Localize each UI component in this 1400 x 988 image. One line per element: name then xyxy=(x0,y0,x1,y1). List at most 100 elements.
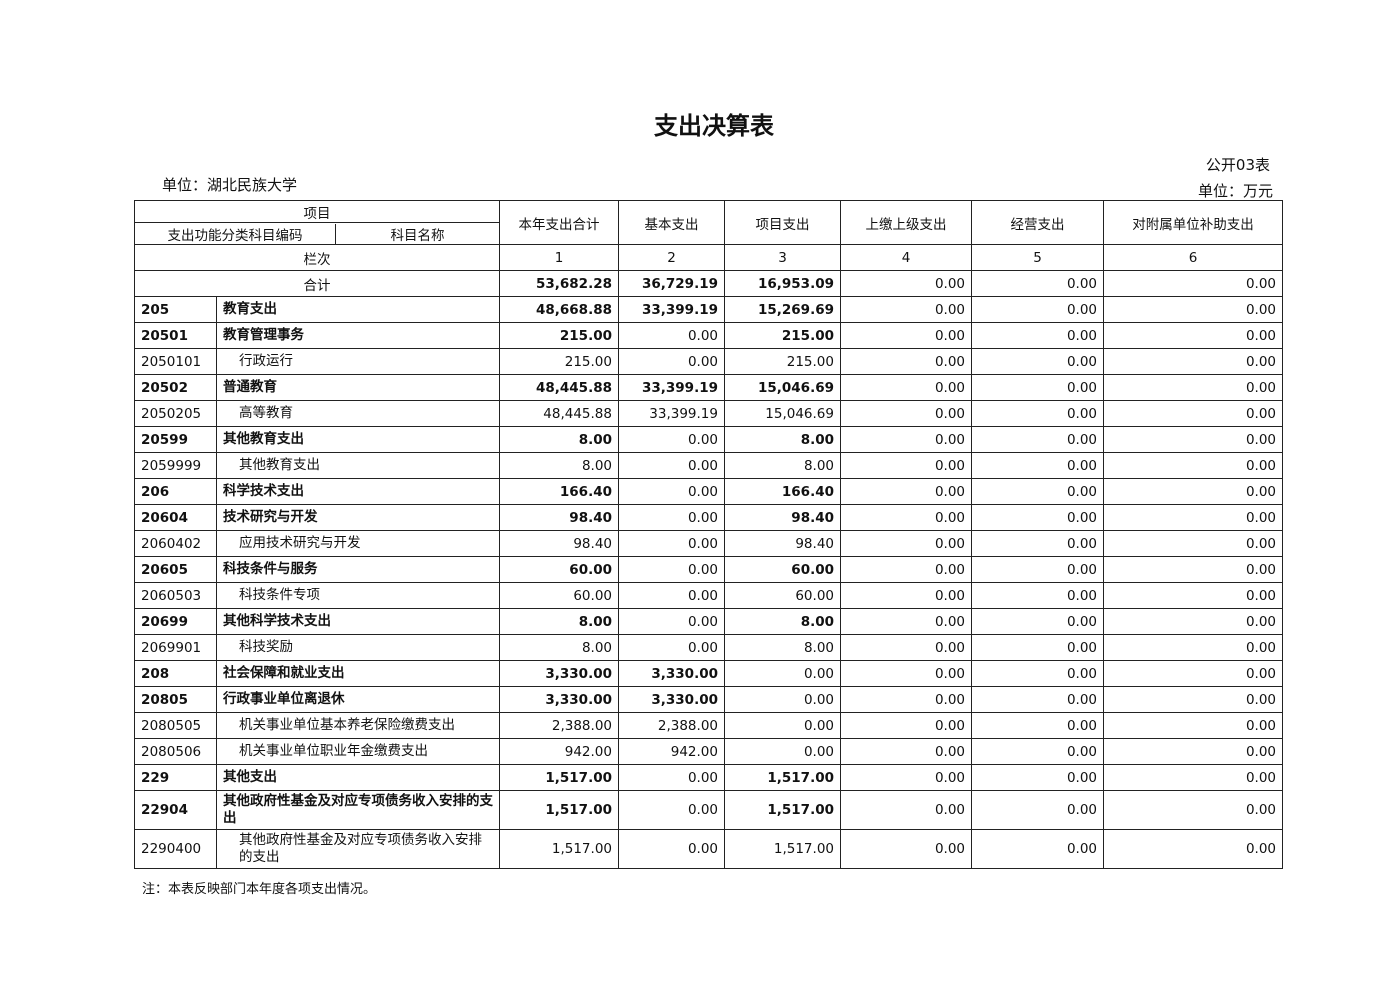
row-value: 0.00 xyxy=(840,556,972,583)
header-col: 上缴上级支出 xyxy=(840,200,972,245)
row-value: 0.00 xyxy=(971,426,1104,453)
row-value: 0.00 xyxy=(840,478,972,505)
row-value: 98.40 xyxy=(724,530,841,557)
row-value: 0.00 xyxy=(971,738,1104,765)
row-value: 0.00 xyxy=(971,790,1104,830)
row-name: 行政运行 xyxy=(216,348,500,375)
row-value: 60.00 xyxy=(499,582,619,609)
row-value: 98.40 xyxy=(499,504,619,531)
money-unit: 单位：万元 xyxy=(1197,182,1273,200)
row-code: 2290400 xyxy=(134,829,217,869)
row-code: 2050205 xyxy=(134,400,217,427)
row-name: 行政事业单位离退休 xyxy=(216,686,500,713)
row-name: 应用技术研究与开发 xyxy=(216,530,500,557)
row-value: 8.00 xyxy=(499,452,619,479)
row-value: 0.00 xyxy=(840,296,972,323)
row-value: 1,517.00 xyxy=(724,829,841,869)
row-value: 8.00 xyxy=(499,634,619,661)
row-value: 3,330.00 xyxy=(499,686,619,713)
row-value: 1,517.00 xyxy=(499,790,619,830)
row-value: 0.00 xyxy=(724,686,841,713)
row-code: 22904 xyxy=(134,790,217,830)
row-code: 20604 xyxy=(134,504,217,531)
seq: 2 xyxy=(618,244,725,271)
row-value: 48,445.88 xyxy=(499,374,619,401)
total-value: 53,682.28 xyxy=(499,270,619,297)
row-value: 0.00 xyxy=(971,660,1104,687)
row-name: 科技奖励 xyxy=(216,634,500,661)
row-value: 0.00 xyxy=(971,634,1104,661)
row-value: 60.00 xyxy=(724,556,841,583)
row-name: 高等教育 xyxy=(216,400,500,427)
row-code: 20501 xyxy=(134,322,217,349)
total-value: 0.00 xyxy=(1103,270,1283,297)
seq: 3 xyxy=(724,244,841,271)
row-value: 0.00 xyxy=(618,764,725,791)
row-value: 15,269.69 xyxy=(724,296,841,323)
total-label: 合计 xyxy=(134,270,500,297)
row-value: 3,330.00 xyxy=(499,660,619,687)
table-row: 2060503 科技条件专项 60.00 0.00 60.00 0.00 0.00 0.00 xyxy=(134,582,1283,609)
table-row: 20604 技术研究与开发 98.40 0.00 98.40 0.00 0.00 0.00 xyxy=(134,504,1283,531)
row-code: 20699 xyxy=(134,608,217,635)
seq: 1 xyxy=(499,244,619,271)
row-value: 942.00 xyxy=(499,738,619,765)
table-row: 2059999 其他教育支出 8.00 0.00 8.00 0.00 0.00 0.00 xyxy=(134,452,1283,479)
total-value: 16,953.09 xyxy=(724,270,841,297)
row-value: 0.00 xyxy=(618,608,725,635)
row-value: 8.00 xyxy=(724,452,841,479)
row-value: 0.00 xyxy=(840,322,972,349)
table-code: 公开03表 xyxy=(1205,156,1270,174)
row-value: 0.00 xyxy=(724,660,841,687)
row-code: 2050101 xyxy=(134,348,217,375)
page-title: 支出决算表 xyxy=(654,112,774,140)
row-value: 60.00 xyxy=(724,582,841,609)
row-value: 8.00 xyxy=(724,608,841,635)
row-value: 0.00 xyxy=(840,829,972,869)
row-value: 0.00 xyxy=(618,634,725,661)
table-row: 20599 其他教育支出 8.00 0.00 8.00 0.00 0.00 0.00 xyxy=(134,426,1283,453)
seq: 5 xyxy=(971,244,1104,271)
total-value: 0.00 xyxy=(840,270,972,297)
row-value: 215.00 xyxy=(499,322,619,349)
row-code: 20599 xyxy=(134,426,217,453)
row-name: 其他政府性基金及对应专项债务收入安排的支出 xyxy=(216,790,500,830)
row-value: 0.00 xyxy=(618,582,725,609)
row-value: 0.00 xyxy=(971,400,1104,427)
row-value: 0.00 xyxy=(1103,712,1283,739)
row-value: 0.00 xyxy=(840,764,972,791)
row-value: 15,046.69 xyxy=(724,400,841,427)
row-value: 0.00 xyxy=(840,374,972,401)
row-value: 0.00 xyxy=(840,712,972,739)
row-value: 0.00 xyxy=(840,738,972,765)
row-value: 48,445.88 xyxy=(499,400,619,427)
row-value: 0.00 xyxy=(840,686,972,713)
expenditure-table: 项目 本年支出合计 基本支出 项目支出 上缴上级支出 经营支出 对附属单位补助支… xyxy=(134,200,1283,869)
row-value: 0.00 xyxy=(1103,764,1283,791)
table-row: 229 其他支出 1,517.00 0.00 1,517.00 0.00 0.00 0.00 xyxy=(134,764,1283,791)
row-code: 206 xyxy=(134,478,217,505)
table-row: 205 教育支出 48,668.88 33,399.19 15,269.69 0.00 0.… xyxy=(134,296,1283,323)
table-row: 20502 普通教育 48,445.88 33,399.19 15,046.69 0.00… xyxy=(134,374,1283,401)
table-row: 20605 科技条件与服务 60.00 0.00 60.00 0.00 0.00 0.00 xyxy=(134,556,1283,583)
total-value: 36,729.19 xyxy=(618,270,725,297)
row-value: 0.00 xyxy=(618,426,725,453)
row-value: 0.00 xyxy=(618,504,725,531)
row-value: 0.00 xyxy=(1103,426,1283,453)
row-name: 科技条件专项 xyxy=(216,582,500,609)
row-value: 8.00 xyxy=(724,426,841,453)
row-value: 60.00 xyxy=(499,556,619,583)
row-value: 0.00 xyxy=(840,348,972,375)
header-col: 对附属单位补助支出 xyxy=(1103,200,1283,245)
row-code: 2069901 xyxy=(134,634,217,661)
row-name: 机关事业单位职业年金缴费支出 xyxy=(216,738,500,765)
row-value: 0.00 xyxy=(724,712,841,739)
row-value: 0.00 xyxy=(618,478,725,505)
total-value: 0.00 xyxy=(971,270,1104,297)
row-value: 2,388.00 xyxy=(618,712,725,739)
row-value: 0.00 xyxy=(840,400,972,427)
row-name: 其他教育支出 xyxy=(216,452,500,479)
table-row: 208 社会保障和就业支出 3,330.00 3,330.00 0.00 0.00 0.00… xyxy=(134,660,1283,687)
row-value: 3,330.00 xyxy=(618,660,725,687)
row-name: 其他支出 xyxy=(216,764,500,791)
